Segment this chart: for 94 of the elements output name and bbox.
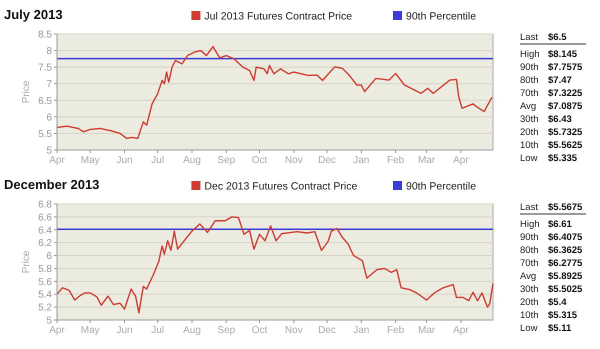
y-tick-label: 6 [46,251,52,262]
x-tick-label: May [80,325,100,336]
x-tick-label: Aug [183,155,201,166]
x-tick-label: Feb [387,155,405,166]
y-tick-label: 7 [46,79,52,90]
text: $6.3625 [548,245,582,256]
x-tick-label: Apr [49,325,66,336]
y-tick-label: 5 [46,146,52,156]
category-label: High [520,49,540,60]
category-label: Low [520,323,538,334]
y-tick-label: 6 [46,112,52,124]
category-label: 90th [520,232,538,243]
category-label: Avg [520,271,536,282]
category-label: 10th [520,140,538,151]
category-label: 70th [520,258,538,269]
text: $7.0875 [548,101,582,112]
text: $5.11 [548,323,572,334]
category-label: 20th [520,127,538,138]
y-tick-label: 5.6 [38,276,52,288]
x-tick-label: Jun [116,155,133,166]
y-axis-title: Price [21,250,32,274]
y-tick-label: 8 [46,46,52,58]
text: $5.7325 [548,127,582,138]
y-tick-label: 6.8 [38,200,52,210]
category-label: 90th [520,62,538,73]
text: $7.47 [548,75,572,86]
text: $6.4075 [548,232,582,243]
text: $6.5 [548,32,566,43]
x-tick-label: Dec [318,325,336,336]
y-axis-title: Price [21,80,32,104]
text: $5.4 [548,297,566,308]
text: $6.61 [548,219,572,230]
category-label: 30th [520,284,538,295]
text: $5.335 [548,153,578,164]
x-tick-label: Oct [252,155,268,166]
category-label: 20th [520,297,538,308]
text: $5.5675 [548,202,582,213]
x-tick-label: Apr [453,325,470,336]
line-series [56,46,493,140]
x-tick-label: Dec [318,155,336,166]
x-tick-label: Jul [151,325,164,336]
y-tick-label: 6.5 [38,96,52,107]
x-tick-label: Oct [252,325,268,336]
legend-label: Dec 2013 Futures Contract Price [204,180,358,192]
y-tick-label: 5.4 [38,290,52,301]
chart-title: July 2013 [4,7,63,22]
y-tick-label: 7.5 [38,62,52,74]
x-tick-label: Nov [284,325,303,336]
y-tick-label: 5 [46,316,52,326]
category-label: 70th [520,88,538,99]
chart-title: December 2013 [4,177,100,192]
x-tick-label: Aug [183,325,201,336]
text: $5.315 [548,310,578,321]
text: $5.8925 [548,271,582,282]
x-tick-label: Jun [116,325,133,336]
text: $6.43 [548,114,572,125]
text: $6.2775 [548,258,582,269]
x-tick-label: Sep [217,155,236,166]
x-tick-label: Apr [49,155,66,166]
x-tick-label: Jan [353,325,370,336]
x-tick-label: May [80,155,100,166]
category-label: High [520,219,540,230]
y-tick-label: 5.8 [38,264,52,275]
category-label: Low [520,153,538,164]
x-tick-label: Jan [353,155,370,166]
x-tick-label: Jul [151,155,164,166]
legend-label: Jul 2013 Futures Contract Price [204,10,352,22]
y-tick-label: 6.2 [38,238,52,250]
y-tick-label: 6.6 [38,212,52,224]
category-label: Last [520,202,538,213]
legend-label: 90th Percentile [406,180,476,192]
category-label: 10th [520,310,538,321]
text: $7.7575 [548,62,582,73]
x-tick-label: Mar [418,325,436,336]
category-label: 80th [520,75,538,86]
text: $8.145 [548,49,578,60]
line-series [56,216,494,314]
y-tick-label: 8.5 [38,30,52,40]
x-tick-label: Apr [453,155,470,166]
category-label: 80th [520,245,538,256]
x-tick-label: Sep [217,325,236,336]
category-label: Last [520,32,538,43]
category-label: 30th [520,114,538,125]
x-tick-label: Feb [387,325,405,336]
text: $7.3225 [548,88,582,99]
y-tick-label: 5.2 [38,302,52,314]
category-label: Avg [520,101,536,112]
legend-label: 90th Percentile [406,10,476,22]
x-tick-label: Mar [418,155,436,166]
x-tick-label: Nov [284,155,303,166]
text: $5.5625 [548,140,582,151]
y-tick-label: 5.5 [38,128,52,140]
text: $5.5025 [548,284,582,295]
y-tick-label: 6.4 [38,225,52,236]
